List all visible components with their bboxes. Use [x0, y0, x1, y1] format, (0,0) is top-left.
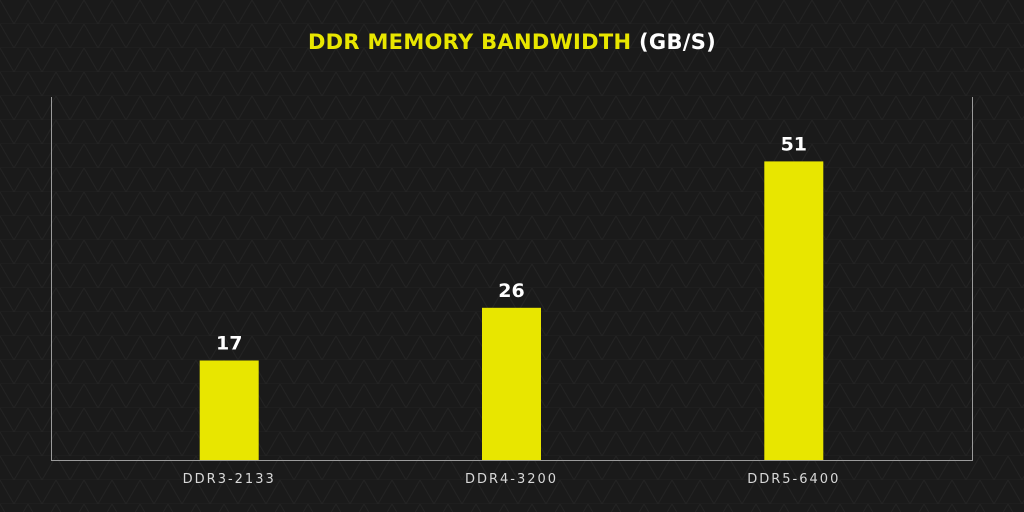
tick-label-ddr5-6400: DDR5-6400 — [747, 472, 840, 487]
value-labels-group: 17 26 51 — [216, 133, 807, 354]
bar-ddr3-2133 — [199, 360, 259, 460]
bar-ddr4-3200 — [482, 307, 541, 460]
chart-title-unit: (GB/S) — [639, 30, 717, 54]
chart-title: DDR MEMORY BANDWIDTH (GB/S) — [0, 30, 1024, 54]
tick-label-ddr3-2133: DDR3-2133 — [183, 472, 276, 487]
bars-group — [199, 161, 824, 460]
value-label-ddr4-3200: 26 — [498, 280, 524, 302]
value-label-ddr5-6400: 51 — [781, 133, 807, 155]
chart-title-main: DDR MEMORY BANDWIDTH — [307, 30, 632, 54]
tick-labels-group: DDR3-2133 DDR4-3200 DDR5-6400 — [183, 472, 840, 487]
value-label-ddr3-2133: 17 — [216, 333, 242, 355]
bar-ddr5-6400 — [764, 161, 824, 460]
tick-label-ddr4-3200: DDR4-3200 — [465, 472, 558, 487]
